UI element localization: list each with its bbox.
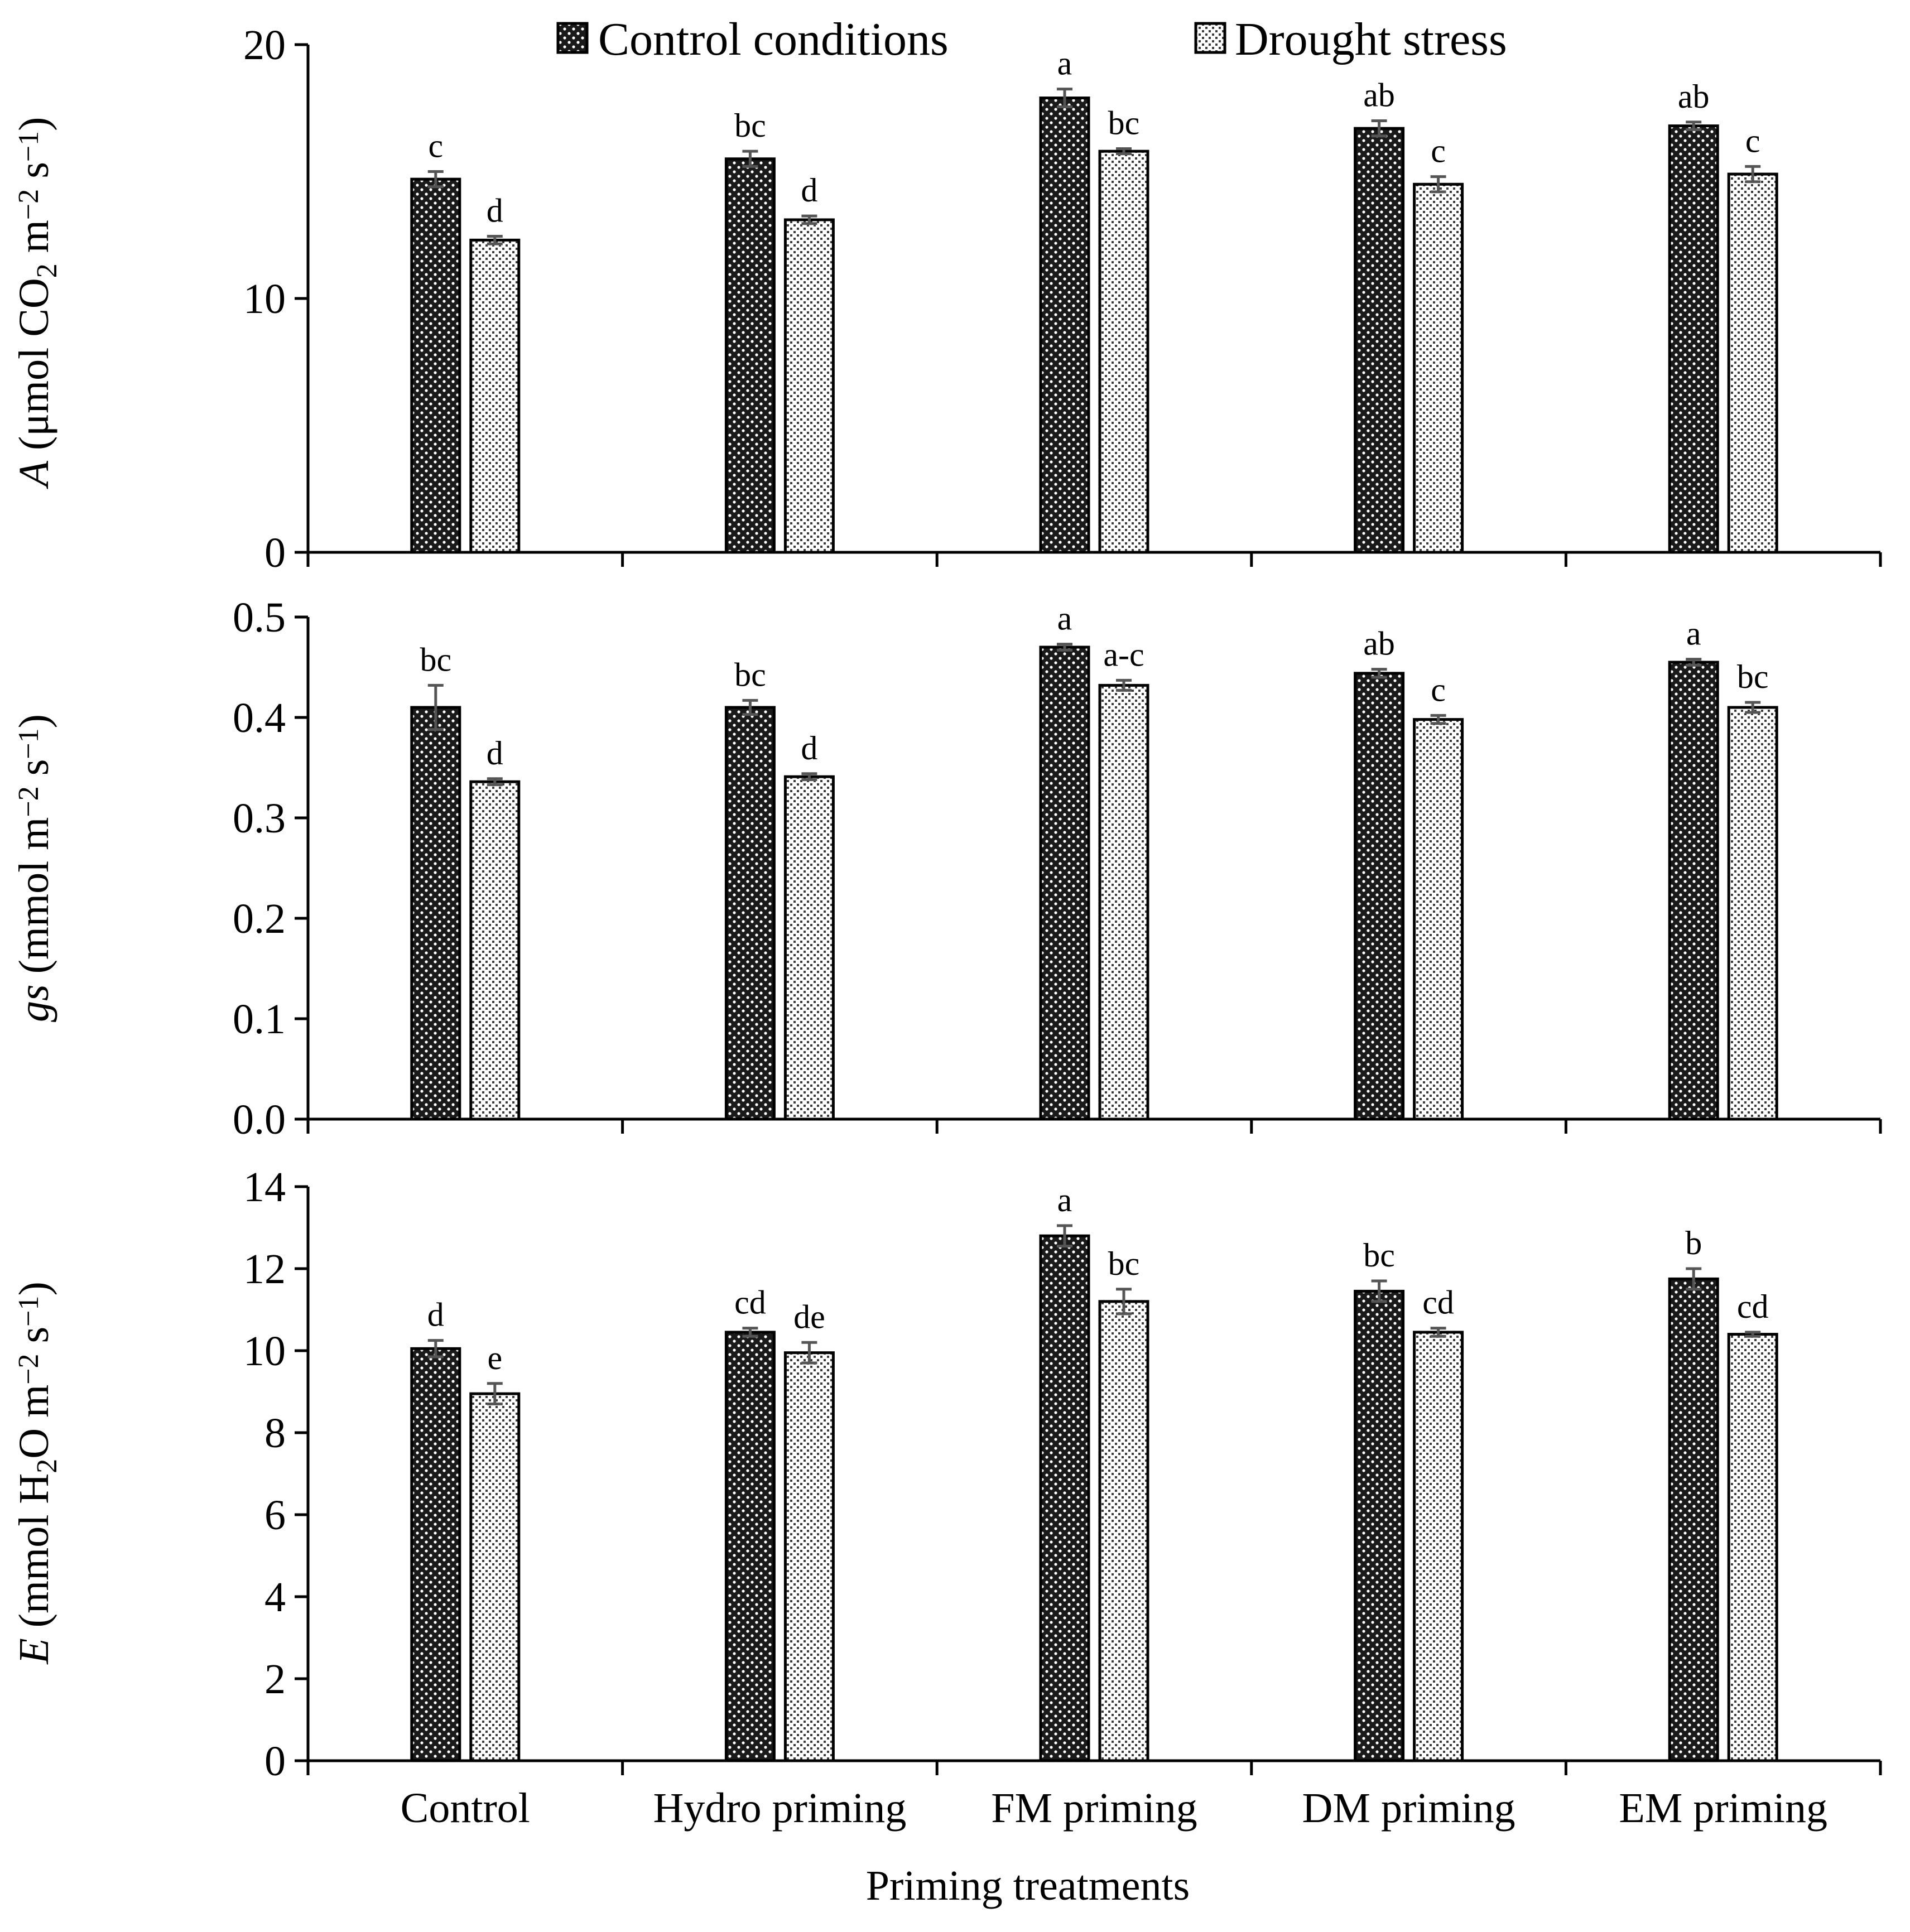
bar-drought-hydro-priming: [783, 1351, 835, 1762]
significance-letter: d: [801, 730, 817, 767]
x-axis-title: Priming treatments: [866, 1862, 1190, 1909]
significance-letter: c: [1745, 122, 1760, 159]
significance-letter: bc: [1108, 1245, 1140, 1282]
significance-letter: d: [487, 735, 503, 772]
y-tick-label: 0.4: [233, 695, 286, 741]
significance-letter: bc: [420, 641, 451, 678]
significance-letter: d: [487, 192, 503, 229]
y-tick-label: 10: [243, 1328, 286, 1375]
bar-control-hydro-priming: [724, 706, 776, 1121]
significance-letter: c: [428, 128, 443, 165]
bar-control-em-priming: [1668, 661, 1719, 1121]
significance-letter: c: [1431, 133, 1446, 170]
y-axis-title-gs: gs (mmol m−2 s−1): [11, 714, 57, 1022]
bar-drought-em-priming: [1727, 172, 1778, 554]
x-category-label: DM priming: [1302, 1785, 1516, 1832]
bar-control-dm-priming: [1354, 672, 1405, 1121]
bar-drought-control: [469, 780, 521, 1121]
y-tick-label: 0.0: [233, 1096, 286, 1143]
bar-drought-fm-priming: [1098, 1300, 1149, 1762]
bar-control-fm-priming: [1039, 97, 1090, 554]
x-category-label: FM priming: [991, 1785, 1197, 1832]
y-tick-label: 14: [243, 1164, 286, 1211]
significance-letter: a: [1057, 600, 1072, 637]
significance-letter: a: [1057, 45, 1072, 82]
y-tick-label: 6: [264, 1492, 286, 1539]
y-tick-label: 10: [243, 276, 286, 322]
bar-drought-dm-priming: [1413, 1331, 1464, 1762]
y-tick-label: 20: [243, 22, 286, 69]
significance-letter: cd: [734, 1284, 766, 1321]
y-tick-label: 0: [264, 529, 286, 576]
legend: Control conditions Drought stress: [556, 13, 1507, 65]
legend-label-drought: Drought stress: [1235, 13, 1507, 65]
bar-drought-dm-priming: [1413, 182, 1464, 554]
bar-drought-hydro-priming: [783, 775, 835, 1121]
significance-letter: bc: [1108, 105, 1140, 142]
bar-control-dm-priming: [1354, 1289, 1405, 1762]
y-tick-label: 0.5: [233, 594, 286, 641]
significance-letter: e: [487, 1340, 502, 1376]
significance-letter: d: [427, 1297, 444, 1333]
significance-letter: de: [793, 1298, 825, 1335]
bar-control-control: [410, 706, 461, 1121]
y-tick-label: 0.2: [233, 895, 286, 942]
significance-letter: bc: [734, 656, 766, 693]
significance-letter: bc: [1363, 1237, 1395, 1274]
legend-swatch-drought: [1194, 22, 1226, 54]
bar-drought-fm-priming: [1098, 683, 1149, 1121]
bar-control-hydro-priming: [724, 1331, 776, 1762]
y-tick-label: 0.1: [233, 996, 286, 1043]
x-category-label: Hydro priming: [653, 1785, 906, 1832]
significance-letter: ab: [1678, 78, 1710, 115]
significance-letter: a: [1057, 1182, 1072, 1218]
y-axis-title-a: A (μmol CO2 m−2 s−1): [11, 117, 63, 490]
significance-letter: bc: [1737, 658, 1769, 695]
significance-letter: cd: [1422, 1284, 1454, 1321]
bar-control-control: [410, 177, 461, 554]
significance-letter: ab: [1363, 77, 1395, 114]
bar-control-hydro-priming: [724, 157, 776, 554]
significance-letter: b: [1685, 1225, 1702, 1261]
significance-letter: a: [1686, 615, 1701, 652]
significance-letter: ab: [1363, 625, 1395, 662]
bar-drought-control: [469, 1392, 521, 1762]
bar-control-em-priming: [1668, 1277, 1719, 1762]
y-tick-label: 4: [264, 1574, 286, 1621]
y-tick-label: 0: [264, 1738, 286, 1785]
x-category-label: Control: [401, 1785, 530, 1832]
significance-letter: cd: [1737, 1288, 1769, 1325]
bar-control-fm-priming: [1039, 645, 1090, 1121]
x-category-label: EM priming: [1619, 1785, 1827, 1832]
bar-drought-control: [469, 238, 521, 554]
bar-control-control: [410, 1347, 461, 1762]
bar-drought-em-priming: [1727, 1333, 1778, 1762]
y-axis-title-e: E (mmol H2O m−2 s−1): [11, 1281, 63, 1665]
bar-control-em-priming: [1668, 124, 1719, 554]
significance-letter: c: [1431, 671, 1446, 708]
bar-control-fm-priming: [1039, 1234, 1090, 1762]
y-tick-label: 0.3: [233, 795, 286, 842]
bar-control-dm-priming: [1354, 127, 1405, 554]
y-tick-label: 12: [243, 1246, 286, 1293]
legend-swatch-control: [556, 22, 589, 54]
significance-letter: bc: [734, 107, 766, 144]
significance-letter: a-c: [1103, 636, 1144, 673]
significance-letter: d: [801, 172, 817, 209]
y-tick-label: 8: [264, 1410, 286, 1457]
y-tick-label: 2: [264, 1656, 286, 1703]
bar-drought-dm-priming: [1413, 718, 1464, 1121]
bar-drought-hydro-priming: [783, 218, 835, 554]
panel-gs-stomatal-conductance: gs (mmol m−2 s−1) 0.00.10.20.30.40.5bcdb…: [11, 594, 1882, 1143]
legend-label-control: Control conditions: [598, 13, 949, 65]
bar-drought-fm-priming: [1098, 150, 1149, 554]
bar-drought-em-priming: [1727, 706, 1778, 1121]
